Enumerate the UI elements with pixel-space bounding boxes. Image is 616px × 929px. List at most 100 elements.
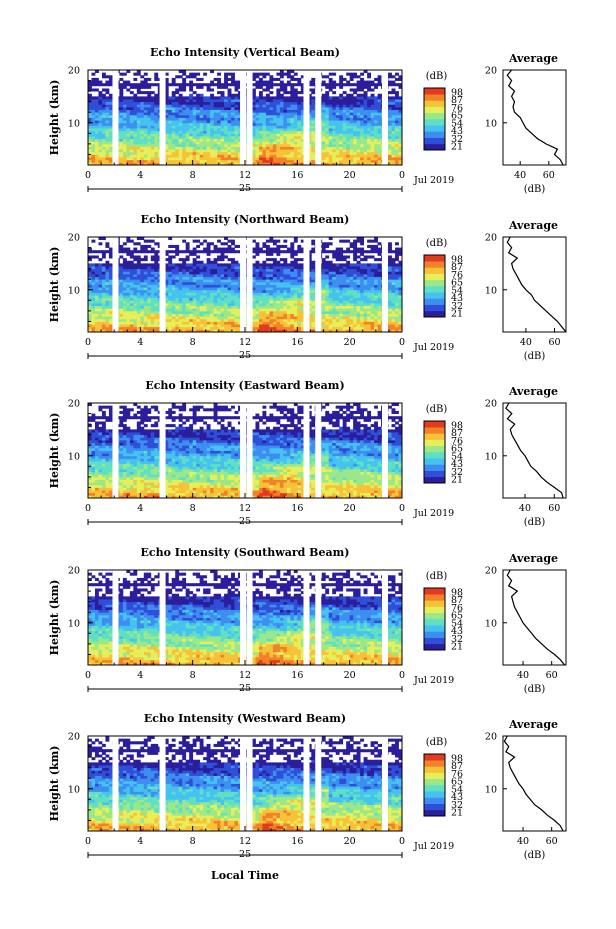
heatmap-cell (164, 77, 169, 81)
heatmap-cell (91, 72, 96, 76)
heatmap-cell (91, 114, 96, 118)
heatmap-cell (192, 112, 197, 116)
heatmap-cell (185, 302, 190, 307)
heatmap-cell (269, 305, 274, 309)
heatmap-cell (238, 122, 242, 126)
heatmap-cell (192, 300, 197, 304)
heatmap-cell (171, 321, 176, 325)
heatmap-cell (363, 99, 368, 103)
heatmap-cell (185, 96, 190, 100)
heatmap-cell (297, 305, 302, 309)
heatmap-cell (126, 279, 131, 283)
heatmap-cell (108, 159, 113, 163)
colorbar-frame (423, 87, 446, 151)
heatmap-cell (388, 117, 392, 121)
heatmap-cell (168, 135, 173, 140)
heatmap-cell (189, 135, 194, 140)
heatmap-cell (101, 101, 106, 105)
heatmap-cell (339, 295, 344, 299)
heatmap-cell (147, 151, 152, 155)
heatmap-cell (332, 305, 337, 309)
heatmap-cell (224, 85, 228, 89)
heatmap-cell (196, 93, 201, 97)
heatmap-cell (300, 310, 305, 314)
heatmap-cell (367, 310, 371, 314)
heatmap-cell (182, 138, 187, 142)
heatmap-cell (272, 329, 277, 333)
heatmap-cell (367, 114, 371, 118)
heatmap-cell (140, 146, 145, 150)
heatmap-cell (91, 133, 96, 137)
heatmap-cell (147, 279, 152, 283)
heatmap-cell (265, 146, 270, 150)
heatmap-cell (178, 114, 183, 118)
heatmap-cell (217, 154, 221, 158)
heatmap-cell (328, 151, 333, 155)
heatmap-cell (374, 302, 378, 307)
heatmap-cell (189, 93, 194, 97)
heatmap-cell (342, 112, 347, 116)
heatmap-cell (189, 104, 194, 108)
heatmap-cell (272, 157, 277, 161)
heatmap-cell (335, 287, 340, 291)
heatmap-cell (227, 135, 232, 140)
heatmap-cell (349, 96, 354, 100)
heatmap-cell (339, 75, 344, 79)
heatmap-cell (154, 122, 159, 126)
heatmap-cell (168, 302, 173, 307)
heatmap-cell (265, 157, 270, 161)
heatmap-cell (325, 104, 330, 108)
heatmap-cell (265, 138, 270, 142)
heatmap-cell (328, 130, 333, 134)
heatmap-cell (203, 289, 208, 293)
heatmap-cell (199, 300, 204, 304)
heatmap-cell (108, 276, 113, 280)
heatmap-cell (210, 279, 214, 283)
heatmap-cell (133, 99, 138, 103)
heatmap-cell (133, 295, 138, 299)
heatmap-cell (133, 130, 138, 134)
heatmap-cell (129, 276, 134, 280)
heatmap-cell (105, 326, 110, 330)
heatmap-cell (258, 138, 263, 142)
heatmap-cell (353, 287, 358, 291)
heatmap-cell (199, 324, 204, 328)
heatmap-cell (356, 279, 361, 283)
heatmap-cell (269, 112, 274, 116)
heatmap-cell (122, 321, 127, 325)
heatmap-cell (185, 321, 190, 325)
heatmap-cell (227, 292, 232, 296)
heatmap-cell (231, 151, 235, 155)
heatmap-cell (98, 310, 103, 314)
heatmap-cell (391, 297, 396, 301)
heatmap-cell (251, 135, 256, 140)
heatmap-cell (377, 80, 382, 84)
heatmap-cell (154, 289, 159, 293)
heatmap-cell (192, 324, 197, 328)
heatmap-cell (203, 316, 208, 320)
heatmap-cell (272, 273, 277, 277)
heatmap-cell (328, 128, 333, 132)
heatmap-cell (105, 292, 110, 296)
heatmap-cell (290, 321, 295, 325)
heatmap-cell (251, 99, 256, 103)
heatmap-cell (136, 297, 141, 301)
heatmap-cell (297, 91, 302, 95)
heatmap-cell (140, 300, 145, 304)
heatmap-cell (258, 109, 263, 113)
heatmap-cell (171, 77, 176, 81)
heatmap-cell (255, 313, 260, 317)
heatmap-cell (231, 101, 235, 105)
heatmap-cell (143, 143, 148, 147)
heatmap-cell (171, 130, 176, 134)
heatmap-cell (321, 295, 326, 299)
heatmap-cell (238, 324, 242, 328)
heatmap-cell (370, 313, 375, 317)
heatmap-cell (199, 162, 204, 166)
heatmap-cell (388, 297, 392, 301)
heatmap-cell (210, 324, 214, 328)
heatmap-cell (290, 70, 295, 74)
heatmap-cell (297, 313, 302, 317)
heatmap-cell (370, 287, 375, 291)
heatmap-cell (133, 316, 138, 320)
